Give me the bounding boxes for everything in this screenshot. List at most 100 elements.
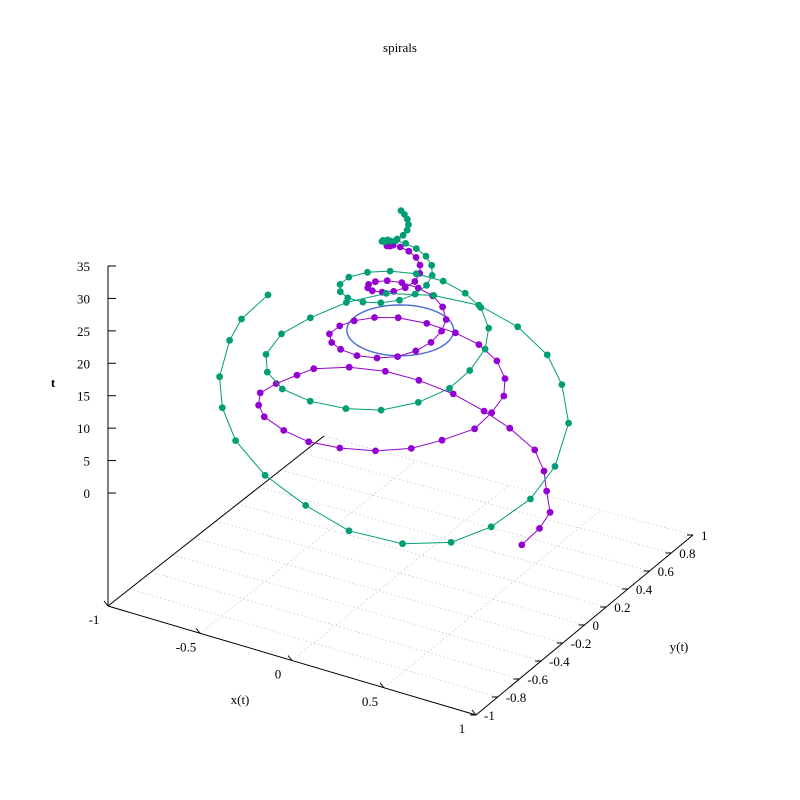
series-1-point-42 xyxy=(336,281,344,288)
series-1-point-12 xyxy=(527,495,534,503)
series-1-point-0 xyxy=(264,291,272,299)
series-0-point-48 xyxy=(414,284,422,292)
z-tick-label-0: 0 xyxy=(84,486,91,501)
x-tick-0 xyxy=(103,600,109,607)
series-0-point-22 xyxy=(407,445,415,452)
series-1-point-7 xyxy=(302,502,310,509)
series-1-point-43 xyxy=(336,288,344,296)
series-1-point-54 xyxy=(402,240,410,247)
z-tick-label-2: 10 xyxy=(77,421,90,436)
y-axis-label: y(t) xyxy=(670,639,689,654)
series-0-point-24 xyxy=(471,425,478,433)
series-1-point-51 xyxy=(428,261,436,269)
series-0-point-57 xyxy=(401,284,409,292)
grid-line-x-1 xyxy=(199,460,417,634)
series-0-point-36 xyxy=(326,330,333,338)
series-0-point-5 xyxy=(531,446,539,454)
series-1-point-60 xyxy=(387,237,395,245)
y-tick-label-5: 0 xyxy=(593,618,600,633)
y-tick-label-1: -0.8 xyxy=(506,690,527,705)
z-tick-label-3: 15 xyxy=(77,389,90,404)
base-grid xyxy=(107,435,694,716)
z-tick-label-6: 30 xyxy=(77,291,90,306)
series-0-point-23 xyxy=(438,436,446,444)
back-left-edge xyxy=(107,435,325,607)
series-0-point-63 xyxy=(396,243,404,251)
x-tick-label-3: 0.5 xyxy=(362,694,378,709)
series-0-point-1 xyxy=(536,525,543,532)
series-0-point-17 xyxy=(260,413,268,421)
series-1-point-28 xyxy=(342,405,350,412)
series-1-point-17 xyxy=(514,323,522,331)
series-1-point-3 xyxy=(216,373,224,381)
series-1-point-14 xyxy=(565,419,572,427)
series-0-point-60 xyxy=(416,261,424,269)
series-1-point-9 xyxy=(399,540,406,548)
series-0-point-21 xyxy=(372,447,379,455)
y-tick-label-3: -0.4 xyxy=(549,654,570,669)
series-1-point-23 xyxy=(278,330,285,338)
series-0-point-45 xyxy=(442,316,450,323)
series-1-point-22 xyxy=(307,314,314,322)
z-tick-label-4: 20 xyxy=(77,356,90,371)
series-1-point-37 xyxy=(439,277,447,285)
series-0-point-16 xyxy=(255,401,262,409)
y-tick-label-0: -1 xyxy=(484,708,495,723)
series-0-point-31 xyxy=(423,320,431,327)
series-1-point-2 xyxy=(226,336,234,344)
series-1-point-27 xyxy=(306,397,314,405)
series-0-point-61 xyxy=(412,254,420,261)
grid-line-y-3 xyxy=(172,554,542,662)
series-0-point-20 xyxy=(336,444,344,452)
grid-line-x-3 xyxy=(383,509,602,689)
spiral-series xyxy=(216,207,572,549)
series-0-point-3 xyxy=(543,487,550,495)
y-tick-label-8: 0.6 xyxy=(658,564,675,579)
series-1-point-6 xyxy=(261,471,269,479)
series-0-point-37 xyxy=(328,339,336,346)
series-0-point-10 xyxy=(381,367,389,375)
series-0-point-43 xyxy=(427,339,435,346)
series-0-point-0 xyxy=(518,541,526,549)
series-0-point-35 xyxy=(336,322,344,330)
series-1-point-20 xyxy=(382,290,390,297)
series-0-point-67 xyxy=(386,242,394,250)
grid-line-y-4 xyxy=(194,537,563,644)
series-0-point-12 xyxy=(310,365,318,373)
series-0-point-44 xyxy=(438,327,445,335)
grid-line-y-8 xyxy=(280,469,650,572)
chart-title: spirals xyxy=(383,40,417,55)
series-1-point-40 xyxy=(364,268,371,276)
y-tick-label-6: 0.2 xyxy=(614,600,630,615)
series-0-point-32 xyxy=(394,314,402,322)
series-0-point-2 xyxy=(546,508,554,516)
series-0-point-6 xyxy=(506,424,514,432)
grid-line-y-6 xyxy=(237,503,607,608)
series-0-point-42 xyxy=(412,347,420,355)
series-0-point-4 xyxy=(540,467,548,475)
series-1-point-25 xyxy=(263,368,271,376)
y-tick-label-9: 0.8 xyxy=(679,546,695,561)
series-1-point-10 xyxy=(447,539,455,546)
series-1-point-16 xyxy=(543,351,551,359)
z-tick-label-5: 25 xyxy=(77,324,90,339)
series-0-point-50 xyxy=(383,277,391,285)
series-1-point-13 xyxy=(551,463,559,470)
series-0-point-62 xyxy=(405,247,413,255)
series-1-point-44 xyxy=(344,294,352,302)
y-tick-label-2: -0.6 xyxy=(527,672,548,687)
series-1-point-67 xyxy=(397,207,405,215)
series-1-point-61 xyxy=(393,235,401,243)
series-1-point-34 xyxy=(485,324,493,332)
x-tick-1 xyxy=(195,627,201,634)
grid-line-y-9 xyxy=(302,452,672,554)
series-0-point-8 xyxy=(449,390,457,398)
series-1-point-38 xyxy=(412,270,420,278)
series-1-point-15 xyxy=(558,381,566,388)
series-0-point-56 xyxy=(390,287,398,295)
series-0-point-38 xyxy=(337,345,344,353)
x-tick-label-0: -1 xyxy=(89,612,100,627)
series-0-point-15 xyxy=(256,389,264,397)
series-0-point-30 xyxy=(452,329,459,337)
series-1-point-5 xyxy=(232,437,240,444)
